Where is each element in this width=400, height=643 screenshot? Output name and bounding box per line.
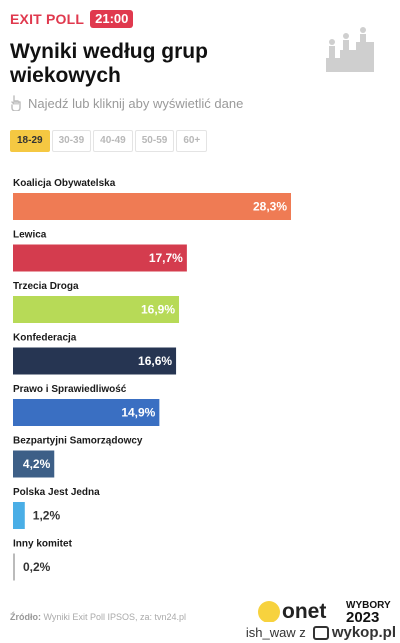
tab-30-39[interactable]: 30-39	[51, 130, 92, 152]
source-note: Źródło: Wyniki Exit Poll IPSOS, za: tvn2…	[10, 612, 186, 622]
results-bar-chart: Koalicja Obywatelska 28,3% Lewica 17,7% Trze…	[13, 178, 291, 581]
bar-label-prawo-i-sprawiedliwosc: Prawo i Sprawiedliwość	[13, 384, 127, 395]
page-title: Wyniki według grup wiekowych	[10, 40, 208, 87]
onet-logo-text: onet	[282, 600, 327, 623]
value-label-konfederacja: 16,6%	[138, 354, 172, 368]
tab-18-29[interactable]: 18-29	[10, 130, 50, 152]
age-groups-icon	[326, 27, 374, 72]
onet-logo: onet	[258, 600, 326, 624]
elections-year: 2023	[346, 609, 380, 626]
hand-pointer-icon	[11, 95, 21, 111]
bar-label-inny-komitet: Inny komitet	[13, 539, 73, 550]
elections-label: WYBORY	[346, 600, 391, 611]
watermark-bar: ish_waw z wykop.pl	[0, 622, 400, 643]
time-badge: 21:00	[90, 10, 134, 28]
wykop-site-name: wykop.pl	[331, 624, 396, 641]
bar-label-konfederacja: Konfederacja	[13, 333, 77, 344]
bar-bezpartyjni-samorzadowcy[interactable]	[13, 450, 55, 478]
value-label-lewica: 17,7%	[149, 251, 183, 265]
value-label-koalicja-obywatelska: 28,3%	[253, 200, 287, 214]
interaction-hint: Najedź lub kliknij aby wyświetlić dane	[10, 95, 243, 111]
bar-prawo-i-sprawiedliwosc[interactable]	[13, 399, 160, 426]
value-label-trzecia-droga: 16,9%	[141, 303, 175, 317]
tab-40-49[interactable]: 40-49	[93, 130, 133, 152]
bar-koalicja-obywatelska[interactable]	[13, 193, 291, 220]
onet-dot-icon	[258, 601, 280, 623]
value-label-bezpartyjni-samorzadowcy: 4,2%	[23, 457, 51, 471]
wykop-icon	[312, 625, 329, 640]
bar-label-lewica: Lewica	[13, 230, 47, 241]
source-text: Wyniki Exit Poll IPSOS, za: tvn24.pl	[43, 612, 186, 622]
elections-logo: WYBORY 2023	[346, 600, 396, 625]
bar-label-polska-jest-jedna: Polska Jest Jedna	[13, 487, 100, 498]
uploader-text: ish_waw z	[245, 625, 306, 640]
bar-inny-komitet[interactable]	[13, 553, 15, 581]
value-label-prawo-i-sprawiedliwosc: 14,9%	[121, 406, 155, 420]
value-label-polska-jest-jedna: 1,2%	[33, 509, 61, 523]
age-group-tabs: 18-29 30-39 40-49 50-59 60+	[10, 130, 209, 152]
tab-60-plus[interactable]: 60+	[176, 130, 208, 152]
source-label: Źródło:	[10, 612, 41, 622]
bar-label-koalicja-obywatelska: Koalicja Obywatelska	[13, 178, 116, 189]
bar-konfederacja[interactable]	[13, 347, 177, 375]
exit-poll-header: EXIT POLL 21:00	[10, 10, 134, 28]
exit-poll-label: EXIT POLL	[10, 11, 85, 27]
tab-50-59[interactable]: 50-59	[134, 130, 175, 152]
bar-lewica[interactable]	[13, 244, 187, 272]
bar-label-bezpartyjni-samorzadowcy: Bezpartyjni Samorządowcy	[13, 436, 143, 447]
bar-trzecia-droga[interactable]	[13, 296, 180, 323]
value-label-inny-komitet: 0,2%	[23, 560, 51, 574]
bar-polska-jest-jedna[interactable]	[13, 502, 25, 529]
hint-text: Najedź lub kliknij aby wyświetlić dane	[28, 95, 244, 111]
results-card: EXIT POLL 21:00 Wyniki według grup wieko…	[10, 10, 396, 625]
bar-label-trzecia-droga: Trzecia Droga	[13, 281, 79, 292]
